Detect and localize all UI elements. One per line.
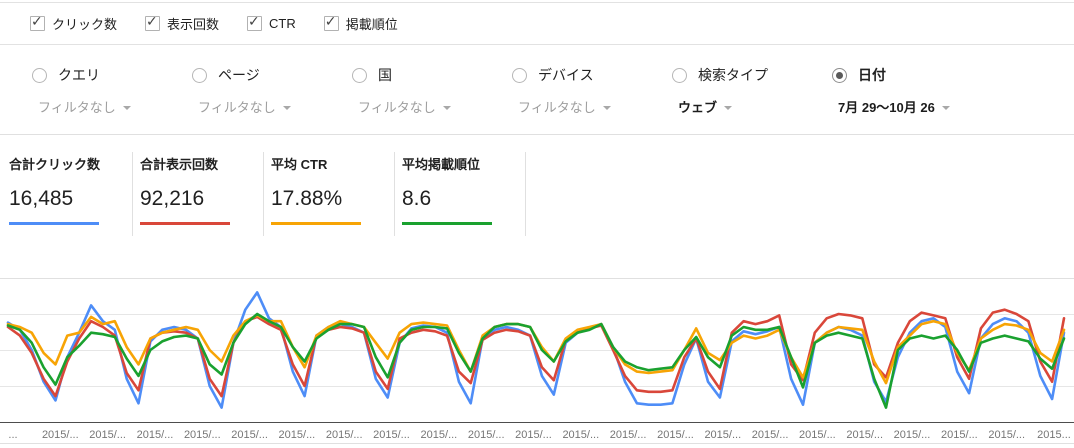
- svg-text:2015/...: 2015/...: [610, 429, 647, 441]
- search-type-dropdown[interactable]: ウェブ: [678, 97, 733, 116]
- chevron-down-icon: [602, 105, 611, 110]
- svg-text:2015/...: 2015/...: [894, 429, 931, 441]
- dimension-tabs: クエリ フィルタなし ページ フィルタなし 国 フィルタなし デバイス フィルタ…: [0, 46, 1074, 135]
- checkbox-clicks[interactable]: クリック数: [30, 13, 118, 33]
- card-total-impressions-value: 92,216: [140, 187, 205, 210]
- checkbox-clicks-icon[interactable]: [30, 13, 45, 31]
- summary-cards: 合計クリック数 16,485 合計表示回数 92,216 平均 CTR 17.8…: [8, 152, 532, 236]
- svg-text:2015/...: 2015/...: [468, 429, 505, 441]
- checkbox-position-label: 掲載順位: [345, 17, 398, 32]
- svg-text:2015/...: 2015/...: [752, 429, 789, 441]
- device-filter-value: フィルタなし: [518, 100, 596, 115]
- svg-text:2015/...: 2015/...: [704, 429, 741, 441]
- chevron-down-icon: [122, 105, 131, 110]
- card-average-position-value: 8.6: [402, 187, 432, 210]
- search-type-value: ウェブ: [678, 100, 718, 115]
- radio-device-icon[interactable]: [512, 67, 527, 83]
- radio-date-icon[interactable]: [832, 67, 847, 83]
- query-filter-value: フィルタなし: [38, 100, 116, 115]
- radio-country-icon[interactable]: [352, 67, 367, 83]
- card-total-clicks-underline: [9, 222, 99, 225]
- dimension-page[interactable]: ページ フィルタなし: [192, 46, 352, 135]
- dimension-search-type-label: 検索タイプ: [698, 67, 768, 83]
- checkbox-position-icon[interactable]: [323, 13, 339, 31]
- card-total-impressions-underline: [140, 222, 230, 225]
- svg-text:2015/...: 2015/...: [421, 429, 458, 441]
- card-total-impressions-label: 合計表示回数: [140, 157, 219, 172]
- svg-text:...: ...: [8, 429, 17, 441]
- svg-text:2015/...: 2015/...: [42, 429, 79, 441]
- card-average-ctr-value: 17.88%: [271, 187, 343, 210]
- page-filter-dropdown[interactable]: フィルタなし: [198, 97, 291, 116]
- dimension-date[interactable]: 日付 7月 29〜10月 26: [832, 46, 992, 135]
- card-average-position-label: 平均掲載順位: [402, 157, 481, 172]
- country-filter-dropdown[interactable]: フィルタなし: [358, 97, 451, 116]
- chevron-down-icon: [724, 105, 733, 110]
- card-average-position: 平均掲載順位 8.6: [401, 152, 526, 236]
- dimension-country-label: 国: [378, 67, 392, 83]
- svg-text:2015/...: 2015/...: [846, 429, 883, 441]
- checkbox-clicks-label: クリック数: [52, 17, 118, 32]
- svg-text:2015/...: 2015/...: [988, 429, 1025, 441]
- checkbox-ctr[interactable]: CTR: [247, 13, 296, 31]
- card-total-clicks: 合計クリック数 16,485: [8, 152, 133, 236]
- svg-text:2015/...: 2015/...: [373, 429, 410, 441]
- checkbox-position[interactable]: 掲載順位: [323, 13, 398, 33]
- card-total-clicks-label: 合計クリック数: [9, 157, 101, 172]
- query-filter-dropdown[interactable]: フィルタなし: [38, 97, 131, 116]
- dimension-page-label: ページ: [218, 67, 260, 83]
- svg-text:2015/...: 2015/...: [89, 429, 126, 441]
- svg-text:2015/...: 2015/...: [279, 429, 316, 441]
- radio-query-icon[interactable]: [32, 67, 47, 83]
- card-total-impressions: 合計表示回数 92,216: [139, 152, 264, 236]
- trend-chart-area: ... 2015/... 2015/... 2015/... 2015/... 2015/…: [0, 278, 1074, 444]
- card-average-position-underline: [402, 222, 492, 225]
- svg-text:2015/...: 2015/...: [231, 429, 268, 441]
- dimension-country[interactable]: 国 フィルタなし: [352, 46, 512, 135]
- checkbox-impressions-label: 表示回数: [167, 17, 220, 32]
- radio-page-icon[interactable]: [192, 67, 207, 83]
- checkbox-impressions-icon[interactable]: [145, 13, 161, 31]
- card-average-ctr: 平均 CTR 17.88%: [270, 152, 395, 236]
- checkbox-impressions[interactable]: 表示回数: [145, 13, 220, 33]
- dimension-device[interactable]: デバイス フィルタなし: [512, 46, 672, 135]
- metric-toggle-bar: クリック数 表示回数 CTR 掲載順位: [0, 2, 1074, 45]
- country-filter-value: フィルタなし: [358, 100, 436, 115]
- date-range-value: 7月 29〜10月 26: [838, 100, 935, 115]
- svg-text:2015/...: 2015/...: [515, 429, 552, 441]
- svg-text:2015/...: 2015/...: [137, 429, 174, 441]
- chevron-down-icon: [442, 105, 451, 110]
- dimension-query[interactable]: クエリ フィルタなし: [32, 46, 192, 135]
- card-total-clicks-value: 16,485: [9, 187, 74, 210]
- svg-text:2015/...: 2015/...: [799, 429, 836, 441]
- trend-chart[interactable]: ... 2015/... 2015/... 2015/... 2015/... 2015/…: [0, 278, 1074, 444]
- svg-text:2015/...: 2015/...: [184, 429, 221, 441]
- dimension-query-label: クエリ: [58, 67, 100, 83]
- dimension-search-type[interactable]: 検索タイプ ウェブ: [672, 46, 832, 135]
- svg-text:2015/...: 2015/...: [326, 429, 363, 441]
- checkbox-ctr-icon[interactable]: [247, 13, 263, 31]
- dimension-device-label: デバイス: [538, 67, 594, 83]
- card-average-ctr-underline: [271, 222, 361, 225]
- date-range-dropdown[interactable]: 7月 29〜10月 26: [838, 97, 950, 116]
- device-filter-dropdown[interactable]: フィルタなし: [518, 97, 611, 116]
- chevron-down-icon: [282, 105, 291, 110]
- checkbox-ctr-label: CTR: [269, 16, 296, 31]
- svg-text:2015...: 2015...: [1037, 429, 1071, 441]
- svg-text:2015/...: 2015/...: [657, 429, 694, 441]
- page-filter-value: フィルタなし: [198, 100, 276, 115]
- chevron-down-icon: [941, 105, 950, 110]
- card-average-ctr-label: 平均 CTR: [271, 157, 328, 172]
- svg-text:2015/...: 2015/...: [562, 429, 599, 441]
- radio-search-type-icon[interactable]: [672, 67, 687, 83]
- dimension-date-label: 日付: [858, 67, 886, 83]
- svg-text:2015/...: 2015/...: [941, 429, 978, 441]
